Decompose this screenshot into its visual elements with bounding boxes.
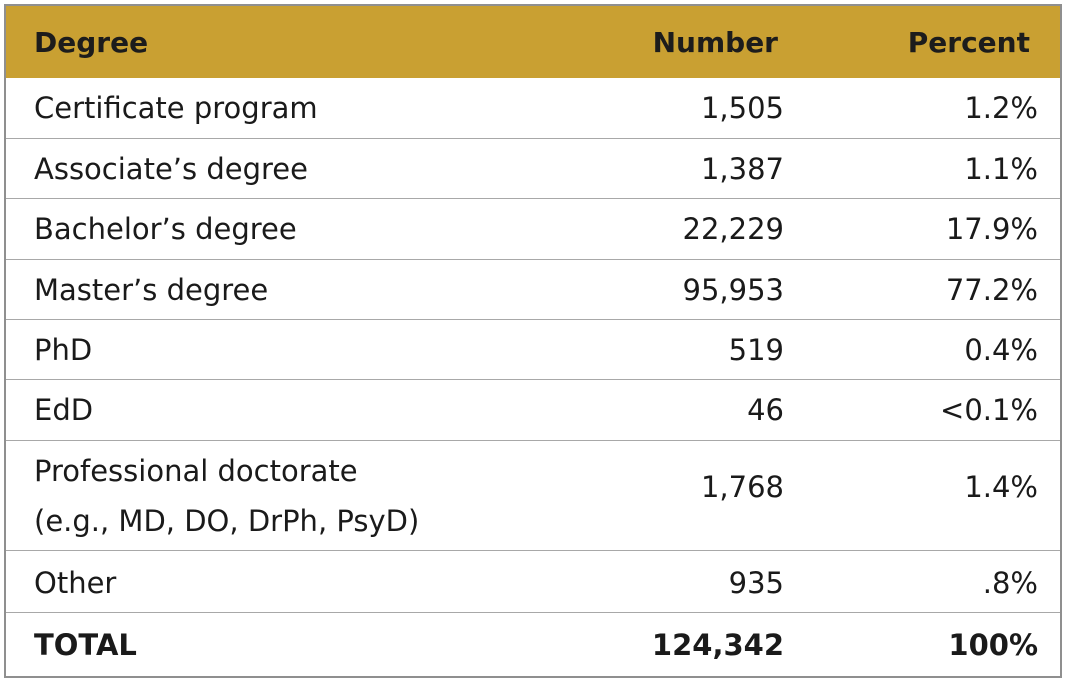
- number-cell: 22,229: [682, 212, 784, 246]
- header-number: Number: [652, 26, 778, 59]
- table-row: Master’s degree 95,953 77.2%: [6, 260, 1060, 320]
- percent-cell: .8%: [982, 566, 1038, 600]
- number-cell: 1,387: [700, 152, 784, 186]
- percent-cell: 17.9%: [945, 212, 1038, 246]
- table-row: EdD 46 <0.1%: [6, 380, 1060, 441]
- degree-cell: Bachelor’s degree: [34, 212, 297, 246]
- percent-cell: 1.2%: [964, 91, 1038, 125]
- percent-cell: <0.1%: [940, 393, 1038, 427]
- percent-cell: 77.2%: [945, 273, 1038, 307]
- table-row: Bachelor’s degree 22,229 17.9%: [6, 199, 1060, 260]
- degree-subtext: (e.g., MD, DO, DrPh, PsyD): [34, 504, 420, 538]
- number-cell: 46: [747, 393, 784, 427]
- number-cell: 519: [728, 333, 784, 367]
- table-header-row: Degree Number Percent: [6, 6, 1060, 78]
- total-label: TOTAL: [34, 628, 137, 662]
- degree-cell: Certificate program: [34, 91, 318, 125]
- degree-cell: Master’s degree: [34, 273, 269, 307]
- number-cell: 1,505: [700, 91, 784, 125]
- degree-cell: PhD: [34, 333, 93, 367]
- table-row: PhD 519 0.4%: [6, 320, 1060, 380]
- percent-cell: 0.4%: [964, 333, 1038, 367]
- header-percent: Percent: [907, 26, 1030, 59]
- table-total-row: TOTAL 124,342 100%: [6, 613, 1060, 676]
- number-cell: 1,768: [700, 470, 784, 504]
- total-number: 124,342: [651, 628, 784, 662]
- number-cell: 935: [728, 566, 784, 600]
- table-row: Professional doctorate (e.g., MD, DO, Dr…: [6, 441, 1060, 551]
- degree-cell: Associate’s degree: [34, 152, 308, 186]
- degree-cell: Professional doctorate: [34, 454, 358, 488]
- percent-cell: 1.1%: [964, 152, 1038, 186]
- degree-table: Degree Number Percent Certificate progra…: [4, 4, 1062, 678]
- table-row: Other 935 .8%: [6, 551, 1060, 613]
- percent-cell: 1.4%: [964, 470, 1038, 504]
- degree-cell: Other: [34, 566, 117, 600]
- header-degree: Degree: [34, 26, 149, 59]
- table-row: Associate’s degree 1,387 1.1%: [6, 139, 1060, 199]
- degree-cell: EdD: [34, 393, 94, 427]
- table-row: Certificate program 1,505 1.2%: [6, 78, 1060, 139]
- total-percent: 100%: [948, 628, 1038, 662]
- number-cell: 95,953: [682, 273, 784, 307]
